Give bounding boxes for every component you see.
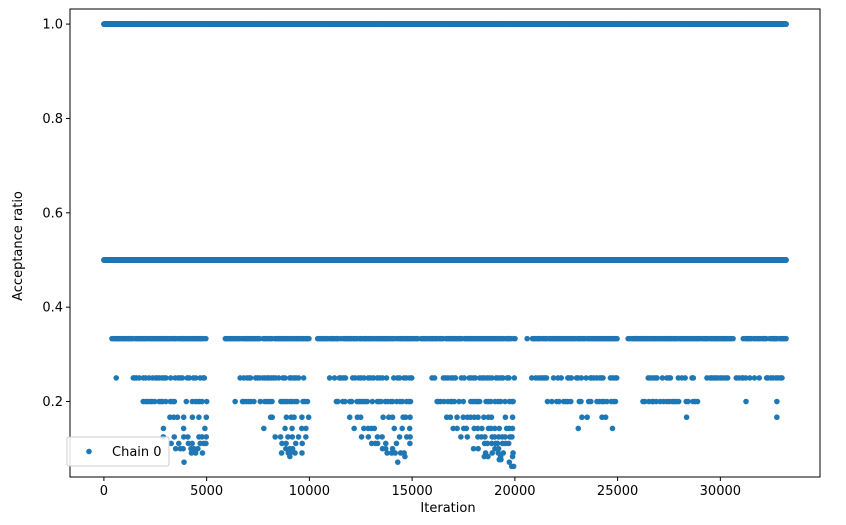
data-points — [101, 21, 789, 470]
